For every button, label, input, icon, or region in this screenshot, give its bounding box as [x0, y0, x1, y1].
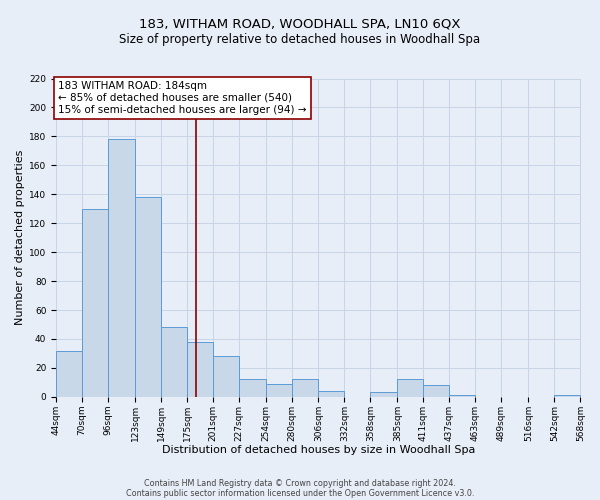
- Bar: [319, 391, 344, 397]
- Bar: [213, 356, 239, 397]
- Bar: [424, 385, 449, 397]
- Bar: [135, 197, 161, 397]
- Text: Size of property relative to detached houses in Woodhall Spa: Size of property relative to detached ho…: [119, 32, 481, 46]
- Text: Contains public sector information licensed under the Open Government Licence v3: Contains public sector information licen…: [126, 488, 474, 498]
- Y-axis label: Number of detached properties: Number of detached properties: [15, 150, 25, 326]
- X-axis label: Distribution of detached houses by size in Woodhall Spa: Distribution of detached houses by size …: [161, 445, 475, 455]
- Text: 183 WITHAM ROAD: 184sqm
← 85% of detached houses are smaller (540)
15% of semi-d: 183 WITHAM ROAD: 184sqm ← 85% of detache…: [58, 82, 307, 114]
- Bar: [187, 342, 213, 397]
- Bar: [108, 140, 135, 397]
- Text: Contains HM Land Registry data © Crown copyright and database right 2024.: Contains HM Land Registry data © Crown c…: [144, 478, 456, 488]
- Bar: [161, 328, 187, 397]
- Bar: [239, 380, 266, 397]
- Bar: [56, 350, 82, 397]
- Bar: [449, 396, 475, 397]
- Bar: [554, 396, 580, 397]
- Bar: [292, 380, 319, 397]
- Bar: [370, 392, 397, 397]
- Bar: [82, 208, 108, 397]
- Bar: [397, 380, 424, 397]
- Bar: [266, 384, 292, 397]
- Text: 183, WITHAM ROAD, WOODHALL SPA, LN10 6QX: 183, WITHAM ROAD, WOODHALL SPA, LN10 6QX: [139, 18, 461, 30]
